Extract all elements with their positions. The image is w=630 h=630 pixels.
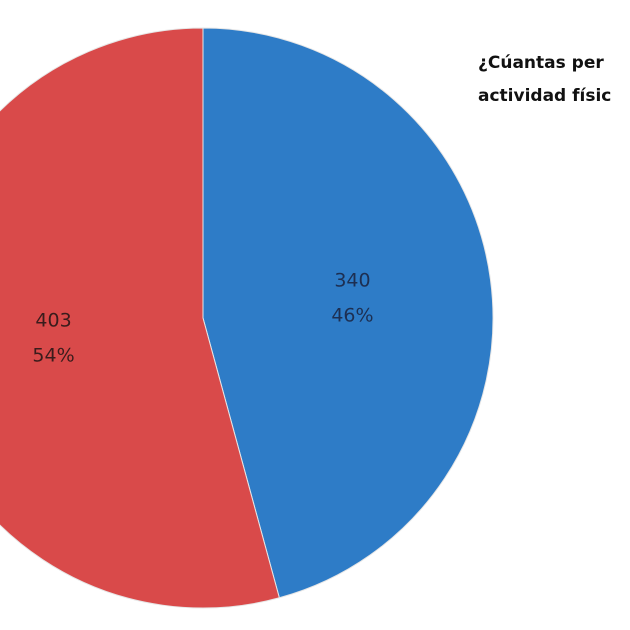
- percent-label: 54%: [32, 345, 74, 367]
- data-label: 403: [35, 310, 71, 332]
- percent-label: 46%: [331, 304, 373, 326]
- pie-slice: [0, 27, 280, 609]
- pie: [0, 27, 494, 609]
- chart-title: actividad físic: [478, 86, 611, 106]
- chart-title: ¿Cúantas per: [478, 53, 604, 73]
- pie-slice: [202, 27, 494, 599]
- data-label: 340: [334, 269, 370, 291]
